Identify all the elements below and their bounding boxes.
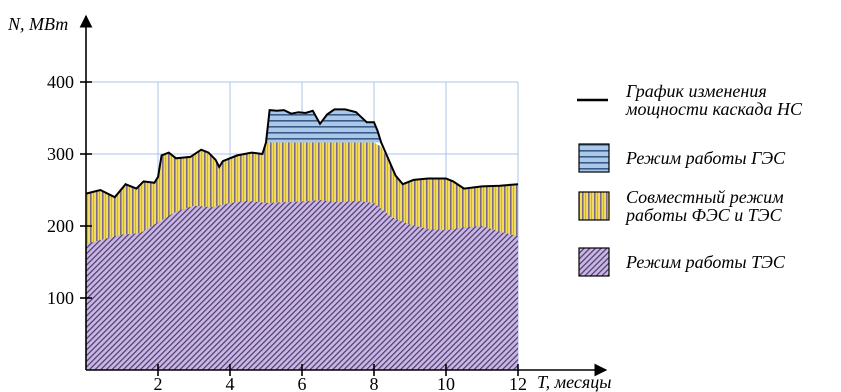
legend-label-line-0: График изменения — [625, 81, 767, 101]
series-line-total — [85, 108, 519, 199]
x-tick-label-2: 6 — [298, 374, 307, 392]
y-tick-label-1: 200 — [47, 216, 74, 236]
legend-swatch-tes — [578, 247, 610, 277]
legend-label-fes_tes-1: работы ФЭС и ТЭС — [624, 205, 783, 225]
y-tick-label-0: 100 — [47, 288, 74, 308]
axes — [79, 14, 608, 377]
legend-swatch-fes_tes — [578, 191, 610, 221]
total-power-outline — [85, 108, 519, 199]
x-tick-label-5: 12 — [509, 374, 527, 392]
area-tes — [86, 200, 518, 370]
area-layers — [86, 109, 518, 370]
legend-label-tes-0: Режим работы ТЭС — [625, 252, 786, 272]
x-axis-label: T, месяцы — [537, 372, 611, 392]
legend-swatch-ges — [578, 143, 610, 173]
x-tick-label-4: 10 — [437, 374, 455, 392]
legend-label-ges-0: Режим работы ГЭС — [625, 148, 786, 168]
tick-labels: 100 200 300 400 2 4 6 8 10 12 — [47, 72, 527, 392]
legend-label-fes_tes-0: Совместный режим — [626, 187, 784, 207]
y-axis-label: N, МВт — [7, 14, 68, 34]
x-tick-label-1: 4 — [226, 374, 235, 392]
legend-label-line-1: мощности каскада НС — [625, 99, 803, 119]
x-tick-label-0: 2 — [154, 374, 163, 392]
x-tick-label-3: 8 — [370, 374, 379, 392]
area-ges — [266, 109, 382, 143]
y-tick-label-3: 400 — [47, 72, 74, 92]
y-tick-label-2: 300 — [47, 144, 74, 164]
